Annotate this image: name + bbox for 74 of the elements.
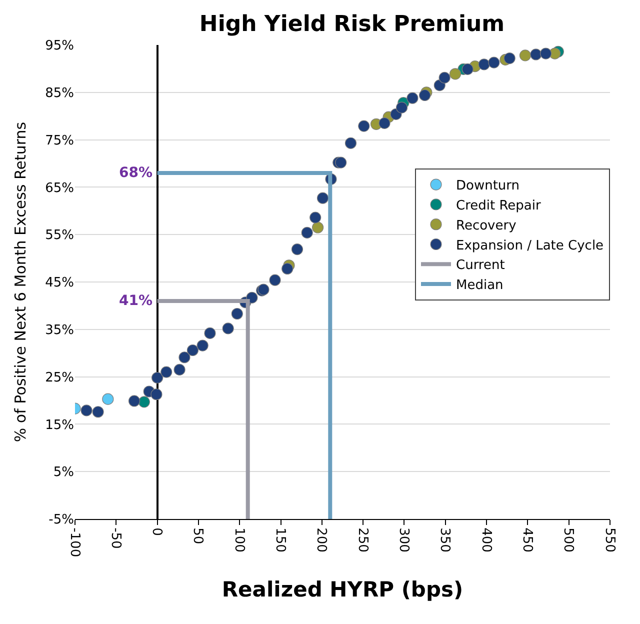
point [504,52,516,64]
y-tick-label: 25% [45,370,74,386]
x-tick-label: 550 [602,528,617,552]
point [478,58,490,70]
x-tick-label: 500 [560,528,576,552]
point [186,344,198,356]
x-tick-label: 200 [314,528,329,552]
point [174,364,186,376]
chart-title: High Yield Risk Premium [199,12,505,37]
x-tick-label: 0 [149,528,164,536]
legend-label: Current [456,258,505,274]
y-tick-label: -5% [48,512,74,528]
legend-label: Recovery [456,218,517,234]
x-tick-label: 250 [354,528,370,552]
y-tick-label: 65% [45,180,74,196]
point [358,120,370,132]
y-tick-label: 55% [45,228,74,244]
x-tick-label: 50 [190,528,206,544]
x-tick-label: 100 [231,528,246,552]
point [462,63,474,75]
y-tick-label: 75% [45,133,74,148]
legend-label: Credit Repair [456,198,542,214]
y-tick-label: 15% [45,418,74,433]
annotation: 68% [119,165,153,181]
point [396,102,408,114]
point [378,117,390,130]
point [92,406,104,418]
x-tick-label: 300 [396,528,412,552]
point [150,388,162,400]
point [152,372,164,384]
y-tick-label: 35% [45,322,74,338]
point [449,68,462,80]
x-tick-label: 150 [272,528,288,552]
annotation: 41% [119,293,153,309]
y-tick-label: 95% [45,38,74,54]
x-tick-label: 350 [437,528,452,552]
point [282,262,294,275]
point [246,292,258,304]
point [312,222,324,234]
y-tick-label: 85% [45,86,74,101]
x-axis-title: Realized HYRP (bps) [222,577,464,602]
point [335,156,347,168]
point [530,48,542,60]
point [196,340,208,352]
legend-label: Median [456,278,504,294]
point [80,404,92,416]
point [138,396,150,408]
point [291,243,304,256]
legend-label: Downturn [456,178,520,194]
point [204,327,216,339]
point [540,48,552,60]
point [231,308,243,320]
point [344,137,357,149]
point [438,72,450,84]
point [269,274,281,286]
x-tick-label: 400 [478,528,494,552]
y-axis-title: % of Positive Next 6 Month Excess Returns [11,122,30,442]
point [488,56,500,68]
point [301,226,313,238]
point [310,212,322,224]
point [419,89,431,102]
point [316,192,329,204]
legend-label: Expansion / Late Cycle [456,238,604,254]
point [128,395,140,407]
point [519,50,532,62]
y-tick-label: 45% [45,276,74,291]
x-tick-label: -50 [108,528,123,549]
point [222,322,234,334]
y-tick-label: 5% [53,465,74,480]
point [178,352,190,364]
x-tick-label: 450 [519,528,534,552]
x-tick-label: -100 [66,528,82,558]
point [406,92,418,104]
point [160,366,172,378]
